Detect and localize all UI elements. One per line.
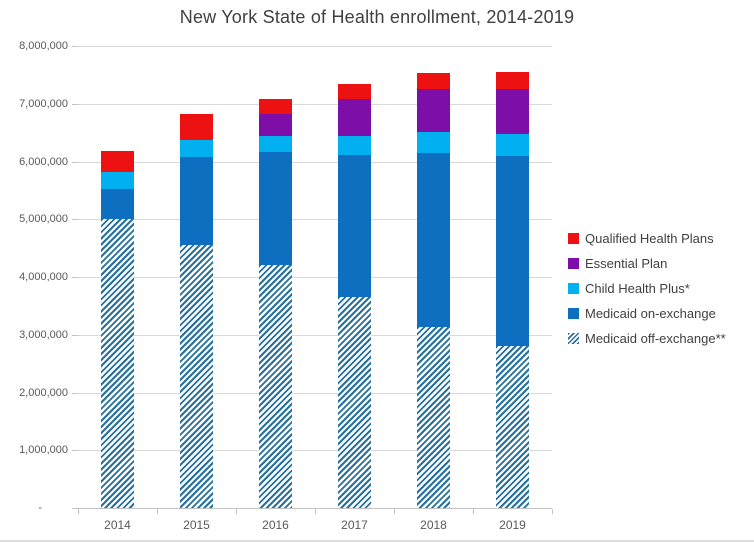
- bar-segment: [496, 133, 529, 156]
- y-axis-label: 4,000,000: [19, 271, 68, 283]
- x-axis-tick: [394, 509, 395, 514]
- y-axis-tick: [72, 450, 78, 452]
- y-axis-tick: [72, 46, 78, 47]
- legend-swatch: [568, 258, 579, 269]
- y-axis-label: 8,000,000: [19, 40, 68, 52]
- bar-segment: [496, 155, 529, 347]
- bar-segment: [338, 99, 371, 137]
- y-axis-label: 7,000,000: [19, 97, 68, 110]
- gridline: [78, 103, 552, 105]
- bar-segment: [496, 72, 529, 90]
- y-axis-tick: [72, 334, 78, 336]
- bar-segment: [417, 132, 450, 154]
- bar-segment: [496, 89, 529, 134]
- bar-2016: [259, 46, 292, 508]
- bar-2015: [180, 46, 213, 508]
- legend-item: Medicaid off-exchange**: [568, 326, 754, 351]
- gridline: [78, 450, 552, 452]
- x-axis-label: 2016: [262, 518, 289, 532]
- bar-segment: [180, 114, 213, 140]
- legend-item: Essential Plan: [568, 251, 754, 276]
- y-axis-label: 1,000,000: [19, 444, 68, 457]
- gridline: [78, 46, 552, 47]
- bar-segment: [101, 219, 134, 508]
- legend-item: Qualified Health Plans: [568, 226, 754, 251]
- bar-segment: [259, 114, 292, 137]
- window-bottom-border: [0, 540, 754, 542]
- bar-segment: [180, 139, 213, 157]
- y-axis-label: -: [38, 502, 42, 514]
- x-axis-tick: [552, 509, 553, 514]
- bar-segment: [338, 155, 371, 297]
- bar-2019: [496, 46, 529, 508]
- gridline: [78, 219, 552, 221]
- x-axis-line: [78, 508, 552, 509]
- bar-segment: [259, 98, 292, 115]
- legend-label: Essential Plan: [585, 256, 668, 271]
- x-axis-tick: [78, 509, 79, 514]
- bar-segment: [417, 89, 450, 133]
- x-axis-tick: [473, 509, 474, 514]
- bar-segment: [259, 136, 292, 153]
- legend-item: Child Health Plus*: [568, 276, 754, 301]
- x-axis-label: 2017: [341, 518, 368, 532]
- legend-label: Child Health Plus*: [585, 281, 690, 296]
- bar-segment: [180, 156, 213, 245]
- bar-segment: [101, 189, 134, 220]
- y-axis-tick: [72, 103, 78, 105]
- x-axis-label: 2014: [104, 518, 131, 532]
- y-axis-label: 6,000,000: [19, 155, 68, 168]
- legend-swatch: [568, 308, 579, 319]
- legend: Qualified Health Plans Essential Plan Chil…: [568, 226, 754, 351]
- x-axis-tick: [236, 509, 237, 514]
- x-axis-tick: [157, 509, 158, 514]
- y-axis-tick: [72, 277, 78, 278]
- x-axis-label: 2015: [183, 518, 210, 532]
- legend-swatch: [568, 333, 579, 344]
- bar-segment: [101, 151, 134, 172]
- y-axis-tick: [72, 508, 78, 509]
- legend-swatch: [568, 283, 579, 294]
- gridline: [78, 334, 552, 336]
- y-axis-tick: [72, 161, 78, 163]
- legend-label: Qualified Health Plans: [585, 231, 714, 246]
- bar-segment: [101, 171, 134, 190]
- legend-label: Medicaid on-exchange: [585, 306, 716, 321]
- gridline: [78, 277, 552, 278]
- x-axis-label: 2019: [499, 518, 526, 532]
- y-axis-tick: [72, 219, 78, 221]
- bar-segment: [338, 136, 371, 156]
- gridline: [78, 392, 552, 394]
- y-axis-label: 2,000,000: [19, 386, 68, 399]
- bar-segment: [417, 153, 450, 328]
- y-axis-label: 5,000,000: [19, 213, 68, 226]
- bar-2018: [417, 46, 450, 508]
- x-axis-tick: [315, 509, 316, 514]
- bar-segment: [338, 296, 371, 508]
- bar-2017: [338, 46, 371, 508]
- legend-label: Medicaid off-exchange**: [585, 331, 726, 346]
- x-axis-labels: 2014 2015 2016 2017 2018 2019: [78, 518, 552, 536]
- bar-segment: [417, 327, 450, 508]
- bar-segment: [338, 83, 371, 100]
- y-axis-label: 3,000,000: [19, 328, 68, 341]
- bar-segment: [259, 152, 292, 266]
- y-axis-labels: 8,000,000 7,000,000 6,000,000 5,000,000 4,00…: [0, 0, 70, 547]
- y-axis-tick: [72, 392, 78, 394]
- bar-segment: [417, 73, 450, 90]
- legend-item: Medicaid on-exchange: [568, 301, 754, 326]
- plot-area: [72, 46, 553, 514]
- bar-segment: [496, 346, 529, 508]
- bar-2014: [101, 46, 134, 508]
- x-axis-label: 2018: [420, 518, 447, 532]
- chart-title: New York State of Health enrollment, 201…: [179, 7, 575, 27]
- bar-segment: [180, 244, 213, 508]
- gridline: [78, 161, 552, 163]
- legend-swatch: [568, 233, 579, 244]
- bar-segment: [259, 265, 292, 508]
